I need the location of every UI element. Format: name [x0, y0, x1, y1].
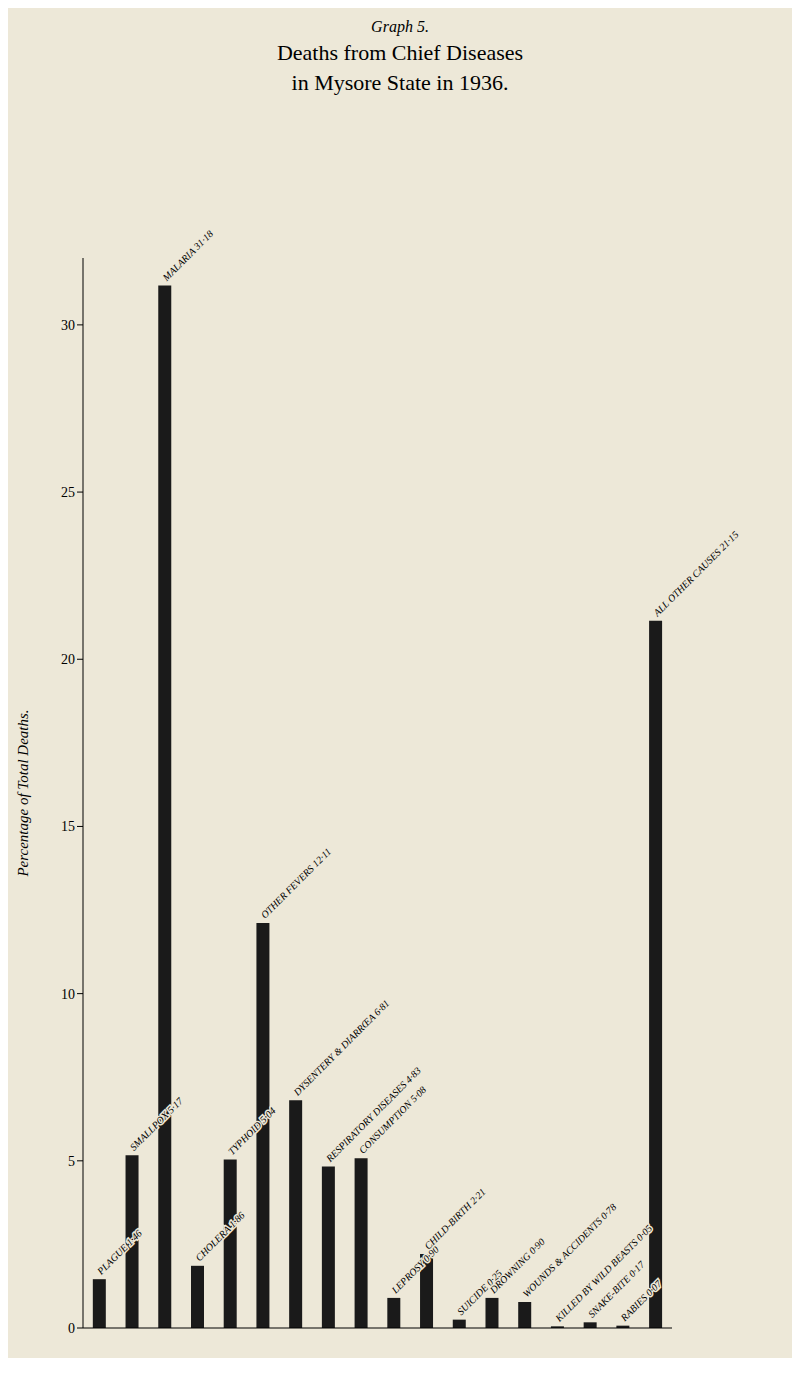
svg-text:30: 30 [61, 318, 75, 333]
svg-text:25: 25 [61, 485, 75, 500]
html-text:in Mysore State in 1936.: in Mysore State in 1936. [291, 70, 509, 95]
svg-text:PLAGUE 1·46: PLAGUE 1·46 [94, 1228, 144, 1278]
svg-text:DYSENTERY & DIARRŒA 6·81: DYSENTERY & DIARRŒA 6·81 [291, 997, 392, 1098]
svg-text:20: 20 [61, 652, 75, 667]
svg-text:OTHER FEVERS 12·11: OTHER FEVERS 12·11 [259, 846, 334, 921]
svg-text:CHOLERA 1·86: CHOLERA 1·86 [193, 1210, 247, 1264]
svg-text:MALARIA 31·18: MALARIA 31·18 [160, 228, 215, 283]
svg-text:0: 0 [68, 1321, 75, 1336]
html-text:Graph 5.: Graph 5. [371, 18, 429, 35]
svg-text:10: 10 [61, 987, 75, 1002]
svg-text:SMALLPOX 5·17: SMALLPOX 5·17 [128, 1095, 186, 1153]
html-text:Deaths from Chief Diseases: Deaths from Chief Diseases [276, 40, 524, 65]
svg-text:DROWNING 0·90: DROWNING 0·90 [487, 1236, 547, 1296]
svg-text:15: 15 [61, 819, 75, 834]
svg-text:RESPIRATORY DISEASES 4·83: RESPIRATORY DISEASES 4·83 [323, 1065, 423, 1165]
svg-text:SNAKE-BITE 0·17: SNAKE-BITE 0·17 [585, 1258, 647, 1320]
svg-text:5: 5 [68, 1154, 75, 1169]
svg-text:SUICIDE 0·25: SUICIDE 0·25 [454, 1267, 505, 1318]
svg-text:WOUNDS & ACCIDENTS 0·78: WOUNDS & ACCIDENTS 0·78 [520, 1201, 618, 1299]
svg-text:Percentage of Total Deaths.: Percentage of Total Deaths. [15, 709, 31, 877]
svg-text:LEPROSY 0·90: LEPROSY 0·90 [389, 1244, 441, 1296]
svg-text:CONSUMPTION 5·08: CONSUMPTION 5·08 [357, 1084, 428, 1155]
svg-text:CHILD-BIRTH 2·21: CHILD-BIRTH 2·21 [422, 1186, 488, 1252]
svg-text:RABIES 0·07: RABIES 0·07 [618, 1277, 665, 1324]
svg-text:TYPHOID 5·04: TYPHOID 5·04 [226, 1105, 278, 1157]
svg-text:KILLED BY WILD BEASTS 0·05: KILLED BY WILD BEASTS 0·05 [553, 1222, 655, 1324]
svg-text:ALL OTHER CAUSES 21·15: ALL OTHER CAUSES 21·15 [651, 529, 741, 619]
